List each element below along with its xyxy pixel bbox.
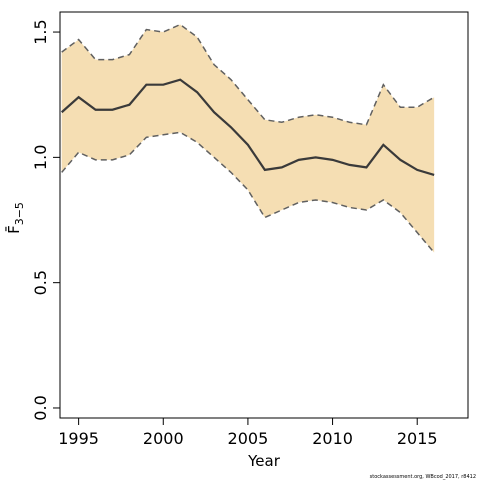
y-tick-label: 0.0 xyxy=(31,395,50,420)
confidence-band xyxy=(61,24,435,253)
band-area xyxy=(61,24,435,253)
y-axis-title-main: F̄ xyxy=(4,225,23,234)
series-lines xyxy=(60,23,435,254)
x-axis: 1995 2000 2005 2010 2015 xyxy=(58,418,438,448)
x-tick-label: 2015 xyxy=(397,429,438,448)
y-axis-title: F̄3−5 xyxy=(4,202,26,234)
x-tick-label: 2000 xyxy=(143,429,184,448)
estimate-line xyxy=(60,78,435,176)
y-axis-title-subscript: 3−5 xyxy=(13,202,26,225)
x-axis-title: Year xyxy=(247,452,281,470)
x-tick-label: 2005 xyxy=(228,429,269,448)
y-tick-label: 1.0 xyxy=(31,145,50,170)
y-axis: 0.0 0.5 1.0 1.5 xyxy=(31,19,60,421)
lower-bound-line xyxy=(61,131,435,254)
y-tick-label: 0.5 xyxy=(31,270,50,295)
plot-frame xyxy=(59,11,469,419)
x-tick-label: 1995 xyxy=(58,429,99,448)
credit-text: stockassessment.org, WBcod_2017, r8412 xyxy=(370,474,476,480)
y-tick-label: 1.5 xyxy=(31,19,50,44)
upper-bound-line xyxy=(61,23,435,126)
x-tick-label: 2010 xyxy=(312,429,353,448)
